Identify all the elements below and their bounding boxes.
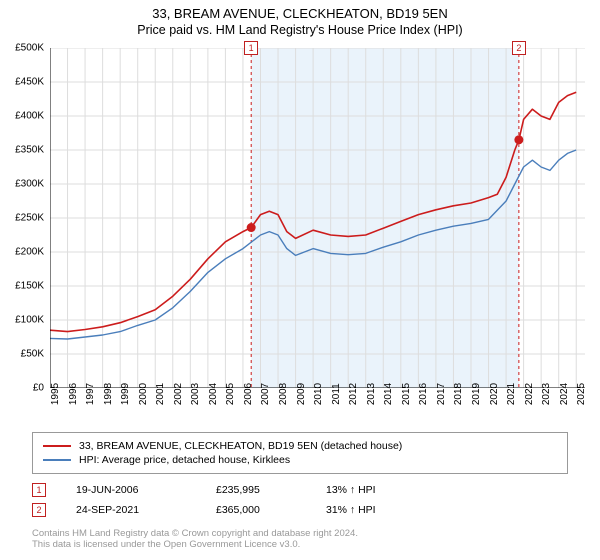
sale-marker-flag: 2 <box>512 41 526 55</box>
marker-date: 24-SEP-2021 <box>76 504 216 516</box>
marker-price: £235,995 <box>216 484 326 496</box>
sale-marker-flag: 1 <box>244 41 258 55</box>
marker-table-row: 1 19-JUN-2006£235,99513% ↑ HPI <box>32 480 568 500</box>
y-tick-label: £500K <box>15 43 44 54</box>
marker-number-box: 1 <box>32 483 46 497</box>
x-tick-label: 2024 <box>559 383 570 405</box>
x-tick-label: 2000 <box>138 383 149 405</box>
x-tick-label: 2011 <box>331 383 342 405</box>
x-tick-label: 2004 <box>208 383 219 405</box>
x-tick-label: 1995 <box>50 383 61 405</box>
x-tick-label: 2013 <box>366 383 377 405</box>
legend-label: 33, BREAM AVENUE, CLECKHEATON, BD19 5EN … <box>79 440 402 452</box>
marker-delta: 13% ↑ HPI <box>326 484 426 496</box>
legend-swatch <box>43 459 71 461</box>
x-tick-label: 1999 <box>120 383 131 405</box>
x-tick-label: 2003 <box>190 383 201 405</box>
x-tick-label: 2020 <box>489 383 500 405</box>
footer-line-2: This data is licensed under the Open Gov… <box>32 539 568 550</box>
x-tick-label: 2006 <box>243 383 254 405</box>
x-tick-label: 1997 <box>85 383 96 405</box>
chart-svg <box>50 48 585 388</box>
x-tick-label: 1998 <box>103 383 114 405</box>
x-tick-label: 2005 <box>225 383 236 405</box>
x-tick-label: 2012 <box>348 383 359 405</box>
x-tick-label: 1996 <box>68 383 79 405</box>
x-tick-label: 2021 <box>506 383 517 405</box>
x-tick-label: 2010 <box>313 383 324 405</box>
y-tick-label: £200K <box>15 247 44 258</box>
x-tick-label: 2008 <box>278 383 289 405</box>
y-axis-labels: £0£50K£100K£150K£200K£250K£300K£350K£400… <box>0 48 48 388</box>
y-tick-label: £150K <box>15 281 44 292</box>
legend-label: HPI: Average price, detached house, Kirk… <box>79 454 290 466</box>
y-tick-label: £50K <box>21 349 44 360</box>
y-tick-label: £0 <box>33 383 44 394</box>
x-tick-label: 2015 <box>401 383 412 405</box>
legend-row: HPI: Average price, detached house, Kirk… <box>43 453 557 467</box>
y-tick-label: £350K <box>15 145 44 156</box>
sale-markers-table: 1 19-JUN-2006£235,99513% ↑ HPI 2 24-SEP-202… <box>32 480 568 520</box>
x-tick-label: 2009 <box>296 383 307 405</box>
y-tick-label: £100K <box>15 315 44 326</box>
legend: 33, BREAM AVENUE, CLECKHEATON, BD19 5EN … <box>32 432 568 474</box>
marker-number-box: 2 <box>32 503 46 517</box>
x-axis-labels: 1995199619971998199920002001200220032004… <box>50 390 585 430</box>
x-tick-label: 2025 <box>576 383 587 405</box>
chart-plot-area: 12 <box>50 48 585 388</box>
chart-title: 33, BREAM AVENUE, CLECKHEATON, BD19 5EN <box>0 6 600 21</box>
x-tick-label: 2001 <box>155 383 166 405</box>
x-tick-label: 2014 <box>383 383 394 405</box>
x-tick-label: 2007 <box>260 383 271 405</box>
footer-attribution: Contains HM Land Registry data © Crown c… <box>32 528 568 551</box>
marker-date: 19-JUN-2006 <box>76 484 216 496</box>
y-tick-label: £450K <box>15 77 44 88</box>
x-tick-label: 2016 <box>418 383 429 405</box>
y-tick-label: £250K <box>15 213 44 224</box>
legend-swatch <box>43 445 71 447</box>
x-tick-label: 2002 <box>173 383 184 405</box>
marker-price: £365,000 <box>216 504 326 516</box>
x-tick-label: 2019 <box>471 383 482 405</box>
x-tick-label: 2017 <box>436 383 447 405</box>
x-tick-label: 2022 <box>524 383 535 405</box>
footer-line-1: Contains HM Land Registry data © Crown c… <box>32 528 568 539</box>
x-tick-label: 2018 <box>453 383 464 405</box>
chart-subtitle: Price paid vs. HM Land Registry's House … <box>0 23 600 37</box>
chart-container: 33, BREAM AVENUE, CLECKHEATON, BD19 5EN … <box>0 0 600 560</box>
marker-table-row: 2 24-SEP-2021£365,00031% ↑ HPI <box>32 500 568 520</box>
marker-delta: 31% ↑ HPI <box>326 504 426 516</box>
x-tick-label: 2023 <box>541 383 552 405</box>
y-tick-label: £300K <box>15 179 44 190</box>
legend-row: 33, BREAM AVENUE, CLECKHEATON, BD19 5EN … <box>43 439 557 453</box>
title-block: 33, BREAM AVENUE, CLECKHEATON, BD19 5EN … <box>0 0 600 39</box>
y-tick-label: £400K <box>15 111 44 122</box>
